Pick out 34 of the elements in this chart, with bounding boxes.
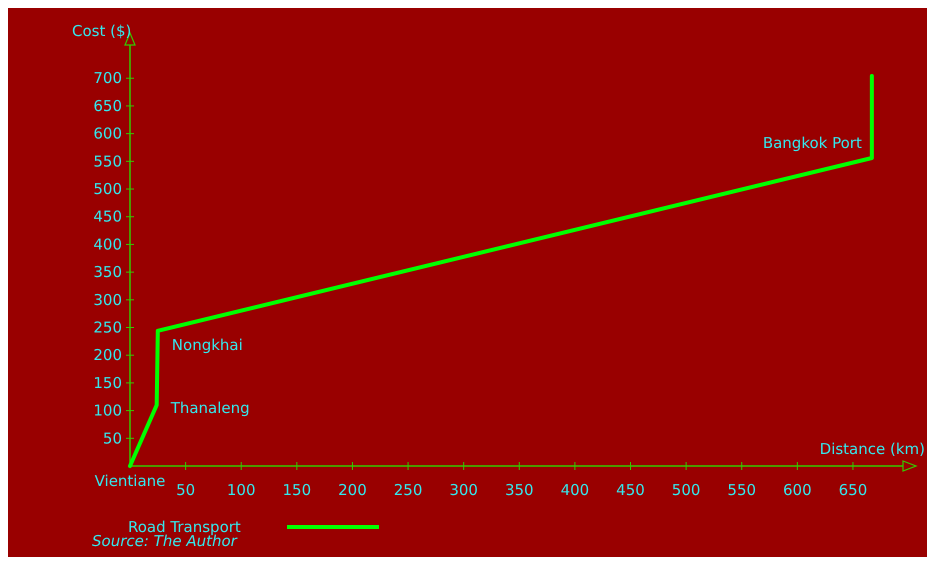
y-tick-label: 600: [93, 124, 122, 143]
y-tick-label: 100: [93, 402, 122, 420]
y-tick-label: 200: [93, 346, 122, 364]
x-tick-label: 350: [504, 481, 534, 499]
y-tick-label: 650: [93, 96, 122, 115]
y-tick-label: 500: [93, 180, 122, 198]
y-tick-label: 250: [93, 318, 122, 337]
y-tick-label: 150: [93, 374, 122, 392]
annotation: Bangkok Port: [762, 134, 862, 152]
x-tick-label: 250: [394, 481, 422, 499]
x-axis-title: Distance (km): [820, 440, 925, 458]
x-tick-label: 650: [838, 481, 868, 499]
annotation: Nongkhai: [172, 336, 243, 354]
y-tick-label: 450: [93, 208, 122, 226]
x-tick-label: 300: [449, 481, 478, 499]
x-tick-label: 50: [176, 481, 196, 499]
text: Road Transport: [128, 518, 241, 536]
y-tick-label: 400: [93, 235, 122, 254]
x-tick-label: 500: [672, 481, 700, 499]
x-tick-label: 450: [616, 481, 645, 499]
x-tick-label: 600: [783, 481, 812, 499]
y-axis-title: Cost ($): [72, 22, 132, 40]
x-tick-label: 550: [727, 481, 756, 499]
annotation: Vientiane: [94, 472, 166, 490]
y-tick-label: 300: [93, 290, 122, 309]
x-tick-label: 100: [226, 481, 256, 499]
x-tick-label: 200: [338, 481, 367, 499]
annotation: Thanaleng: [170, 399, 250, 418]
y-tick-label: 550: [93, 152, 122, 170]
y-tick-label: 350: [93, 263, 122, 282]
x-tick-label: 400: [560, 481, 590, 499]
x-tick-label: 150: [282, 481, 312, 499]
y-tick-label: 50: [102, 429, 122, 448]
y-tick-label: 700: [93, 69, 122, 88]
